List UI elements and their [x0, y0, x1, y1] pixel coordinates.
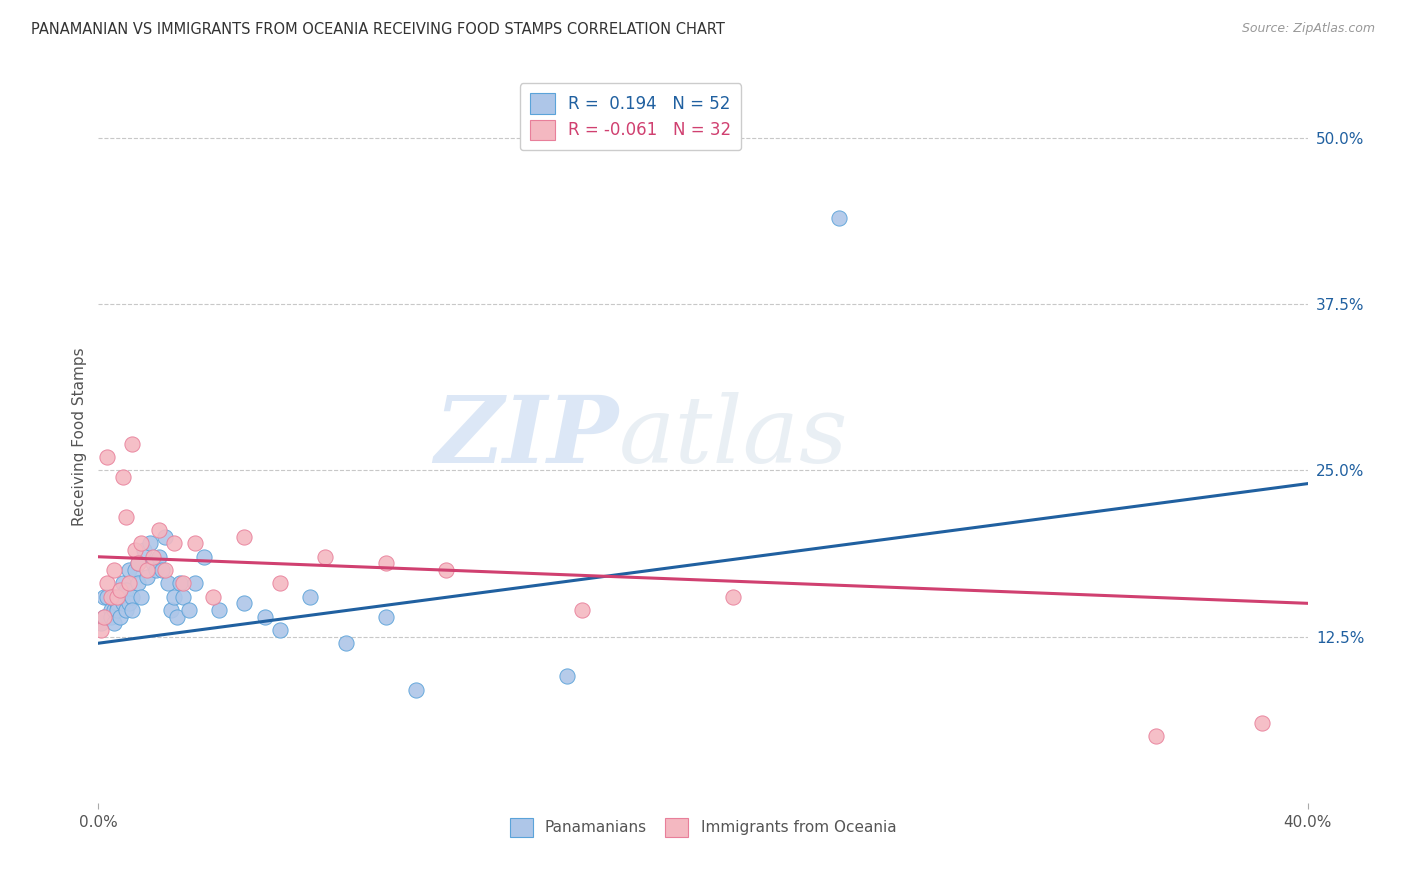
Point: [148, 523, 170, 537]
Point: [132, 543, 155, 558]
Point: [166, 609, 188, 624]
Text: Source: ZipAtlas.com: Source: ZipAtlas.com: [1241, 22, 1375, 36]
Legend: Panamanians, Immigrants from Oceania: Panamanians, Immigrants from Oceania: [503, 812, 903, 843]
Point: [129, 590, 152, 604]
Point: [118, 596, 141, 610]
Point: [103, 616, 125, 631]
Point: [111, 596, 134, 610]
Point: [127, 557, 149, 571]
Point: [108, 590, 131, 604]
Point: [96, 450, 118, 464]
Point: [184, 536, 207, 550]
Point: [129, 536, 152, 550]
Point: [172, 576, 194, 591]
Text: PANAMANIAN VS IMMIGRANTS FROM OCEANIA RECEIVING FOOD STAMPS CORRELATION CHART: PANAMANIAN VS IMMIGRANTS FROM OCEANIA RE…: [31, 22, 725, 37]
Text: ZIP: ZIP: [434, 392, 619, 482]
Point: [335, 636, 357, 650]
Point: [434, 563, 457, 577]
Point: [153, 563, 176, 577]
Point: [121, 603, 143, 617]
Point: [90, 616, 112, 631]
Point: [103, 590, 125, 604]
Point: [121, 436, 143, 450]
Point: [374, 557, 396, 571]
Point: [127, 557, 149, 571]
Point: [103, 603, 125, 617]
Point: [571, 603, 593, 617]
Text: atlas: atlas: [619, 392, 848, 482]
Point: [93, 609, 115, 624]
Point: [135, 563, 157, 577]
Point: [142, 557, 165, 571]
Point: [105, 596, 128, 610]
Point: [108, 609, 131, 624]
Point: [555, 669, 578, 683]
Point: [139, 536, 162, 550]
Point: [253, 609, 276, 624]
Point: [202, 590, 225, 604]
Point: [232, 596, 254, 610]
Point: [723, 590, 745, 604]
Point: [299, 590, 322, 604]
Point: [111, 470, 134, 484]
Point: [145, 563, 167, 577]
Point: [114, 509, 136, 524]
Point: [100, 609, 122, 624]
Point: [156, 576, 179, 591]
Point: [124, 563, 146, 577]
Point: [163, 590, 186, 604]
Point: [96, 576, 118, 591]
Point: [118, 576, 141, 591]
Point: [142, 549, 165, 564]
Point: [1144, 729, 1167, 743]
Point: [114, 582, 136, 597]
Point: [172, 590, 194, 604]
Point: [150, 563, 173, 577]
Point: [103, 563, 125, 577]
Point: [111, 576, 134, 591]
Point: [828, 211, 851, 225]
Y-axis label: Receiving Food Stamps: Receiving Food Stamps: [72, 348, 87, 526]
Point: [114, 603, 136, 617]
Point: [121, 590, 143, 604]
Point: [118, 563, 141, 577]
Point: [405, 682, 427, 697]
Point: [96, 590, 118, 604]
Point: [169, 576, 191, 591]
Point: [184, 576, 207, 591]
Point: [153, 530, 176, 544]
Point: [1251, 716, 1274, 731]
Point: [232, 530, 254, 544]
Point: [374, 609, 396, 624]
Point: [314, 549, 336, 564]
Point: [269, 623, 291, 637]
Point: [208, 603, 231, 617]
Point: [135, 570, 157, 584]
Point: [193, 549, 215, 564]
Point: [93, 590, 115, 604]
Point: [163, 536, 186, 550]
Point: [124, 543, 146, 558]
Point: [148, 549, 170, 564]
Point: [179, 603, 201, 617]
Point: [105, 590, 128, 604]
Point: [269, 576, 291, 591]
Point: [127, 576, 149, 591]
Point: [105, 603, 128, 617]
Point: [108, 582, 131, 597]
Point: [160, 603, 183, 617]
Point: [100, 603, 122, 617]
Point: [100, 590, 122, 604]
Point: [93, 609, 115, 624]
Point: [90, 623, 112, 637]
